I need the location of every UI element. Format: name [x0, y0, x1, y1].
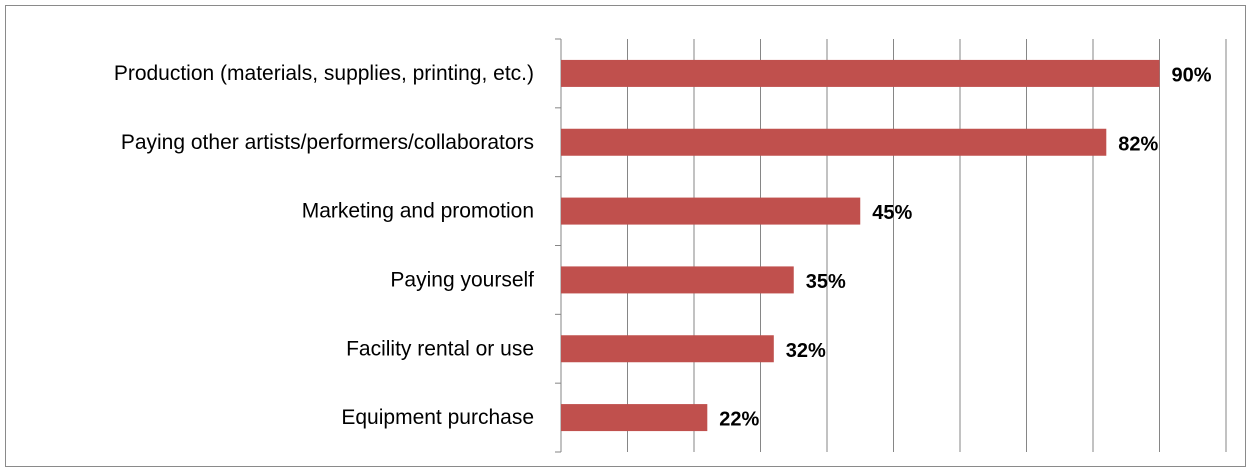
category-label: Marketing and promotion: [302, 200, 534, 223]
data-label: 90%: [1172, 64, 1212, 86]
bar: [561, 197, 861, 225]
data-label: 22%: [719, 409, 759, 431]
data-label: 45%: [872, 202, 912, 224]
data-label: 82%: [1118, 133, 1158, 155]
bar: [561, 266, 794, 294]
data-label: 35%: [806, 271, 846, 293]
bar-chart: Production (materials, supplies, printin…: [114, 38, 1227, 453]
category-label: Equipment purchase: [341, 406, 534, 429]
bar: [561, 335, 774, 363]
category-label: Facility rental or use: [346, 337, 534, 360]
chart-frame: Production (materials, supplies, printin…: [5, 5, 1246, 467]
bar: [561, 59, 1160, 87]
bar: [561, 404, 708, 432]
category-label: Production (materials, supplies, printin…: [114, 62, 534, 85]
bar: [561, 128, 1107, 156]
category-label: Paying other artists/performers/collabor…: [121, 131, 534, 154]
category-label: Paying yourself: [390, 268, 534, 291]
data-label: 32%: [786, 340, 826, 362]
